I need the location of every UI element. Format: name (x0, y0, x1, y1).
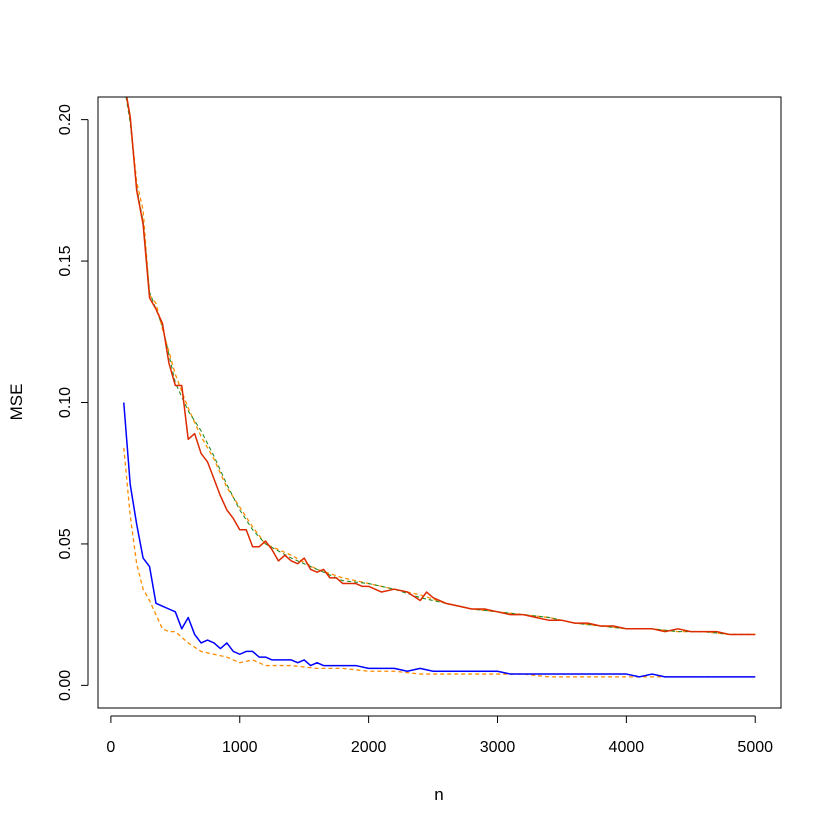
series-layer (123, 97, 756, 678)
x-tick-label: 0 (106, 739, 115, 756)
y-tick-label: 0.00 (57, 670, 74, 701)
x-axis-title: n (434, 785, 443, 804)
y-axis-title: MSE (7, 384, 26, 421)
x-tick-label: 1000 (222, 739, 258, 756)
plot-frame (97, 96, 782, 709)
y-tick-label: 0.20 (57, 104, 74, 135)
series-line-3 (125, 97, 756, 636)
series-line-4 (123, 447, 756, 678)
y-tick-label: 0.05 (57, 528, 74, 559)
y-tick-label: 0.10 (57, 387, 74, 418)
y-axis: 0.00 0.05 0.10 0.15 0.20 (57, 104, 89, 701)
x-tick-label: 4000 (609, 739, 645, 756)
x-tick-label: 5000 (737, 739, 773, 756)
y-tick-label: 0.15 (57, 245, 74, 276)
x-tick-label: 2000 (351, 739, 387, 756)
x-axis: 0 1000 2000 3000 4000 5000 (106, 715, 773, 756)
series-line-5 (123, 402, 756, 678)
x-tick-label: 3000 (480, 739, 516, 756)
